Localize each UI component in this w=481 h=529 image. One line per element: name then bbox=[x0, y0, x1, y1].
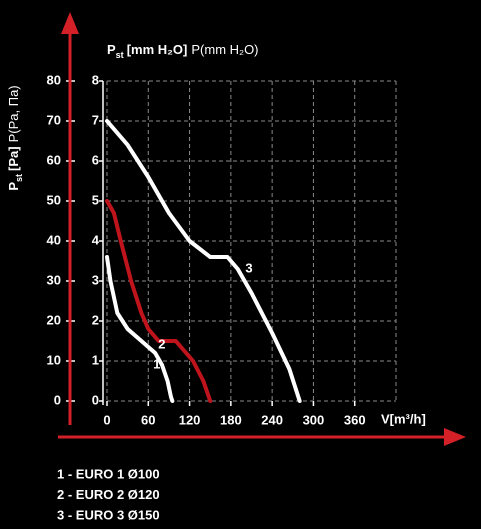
curve bbox=[105, 119, 302, 403]
y2-axis-label: Pst [mm H₂O] P(mm H₂O) bbox=[107, 42, 259, 60]
y-tick-label: 40 bbox=[47, 232, 61, 247]
y-tick-label: 30 bbox=[47, 272, 61, 287]
curve-label: 1 bbox=[153, 356, 160, 371]
x-arrow-head bbox=[444, 428, 466, 446]
x-tick-label: 0 bbox=[103, 412, 110, 427]
x-tick-label: 180 bbox=[220, 412, 242, 427]
y2-label-unit-bold: [mm H₂O] bbox=[127, 42, 188, 57]
x-tick-label: 120 bbox=[179, 412, 201, 427]
y-arrow-head bbox=[61, 12, 79, 34]
y-label-unit-bold: [Pa] bbox=[6, 146, 21, 171]
x-axis-label: V[m³/h] bbox=[381, 411, 426, 426]
y2-tick-label: 6 bbox=[92, 152, 99, 167]
y-axis-label: Pst [Pa] P(Pa, Па) bbox=[6, 85, 24, 190]
y-tick-label: 0 bbox=[54, 392, 61, 407]
y-label-unit: P(Pa, Па) bbox=[6, 85, 21, 142]
y2-tick-label: 5 bbox=[92, 192, 99, 207]
legend-entry: 2 - EURO 2 Ø120 bbox=[57, 487, 160, 502]
curve bbox=[105, 199, 213, 403]
y-label-symbol: P bbox=[6, 182, 21, 191]
y2-tick-label: 4 bbox=[92, 232, 100, 247]
x-tick-label: 360 bbox=[344, 412, 366, 427]
y2-label-unit: P(mm H₂O) bbox=[191, 42, 258, 57]
curve bbox=[105, 255, 175, 403]
y2-tick-label: 0 bbox=[92, 392, 99, 407]
y-tick-label: 70 bbox=[47, 112, 61, 127]
curve-label: 3 bbox=[245, 260, 252, 275]
curve-label: 2 bbox=[158, 336, 165, 351]
y2-label-subscript: st bbox=[116, 50, 124, 60]
legend-entry: 3 - EURO 3 Ø150 bbox=[57, 507, 160, 522]
y-label-subscript: st bbox=[14, 174, 24, 182]
x-tick-label: 60 bbox=[141, 412, 155, 427]
y-tick-label: 20 bbox=[47, 312, 61, 327]
legend-entry: 1 - EURO 1 Ø100 bbox=[57, 466, 160, 481]
x-tick-label: 300 bbox=[303, 412, 325, 427]
x-tick-label: 240 bbox=[261, 412, 283, 427]
y-tick-label: 10 bbox=[47, 352, 61, 367]
y2-tick-label: 8 bbox=[92, 72, 99, 87]
y-tick-label: 50 bbox=[47, 192, 61, 207]
y2-tick-label: 2 bbox=[92, 312, 99, 327]
y-tick-label: 60 bbox=[47, 152, 61, 167]
y2-tick-label: 3 bbox=[92, 272, 99, 287]
y-tick-label: 80 bbox=[47, 72, 61, 87]
y2-tick-label: 1 bbox=[92, 352, 99, 367]
y2-tick-label: 7 bbox=[92, 112, 99, 127]
y2-label-symbol: P bbox=[107, 42, 116, 57]
